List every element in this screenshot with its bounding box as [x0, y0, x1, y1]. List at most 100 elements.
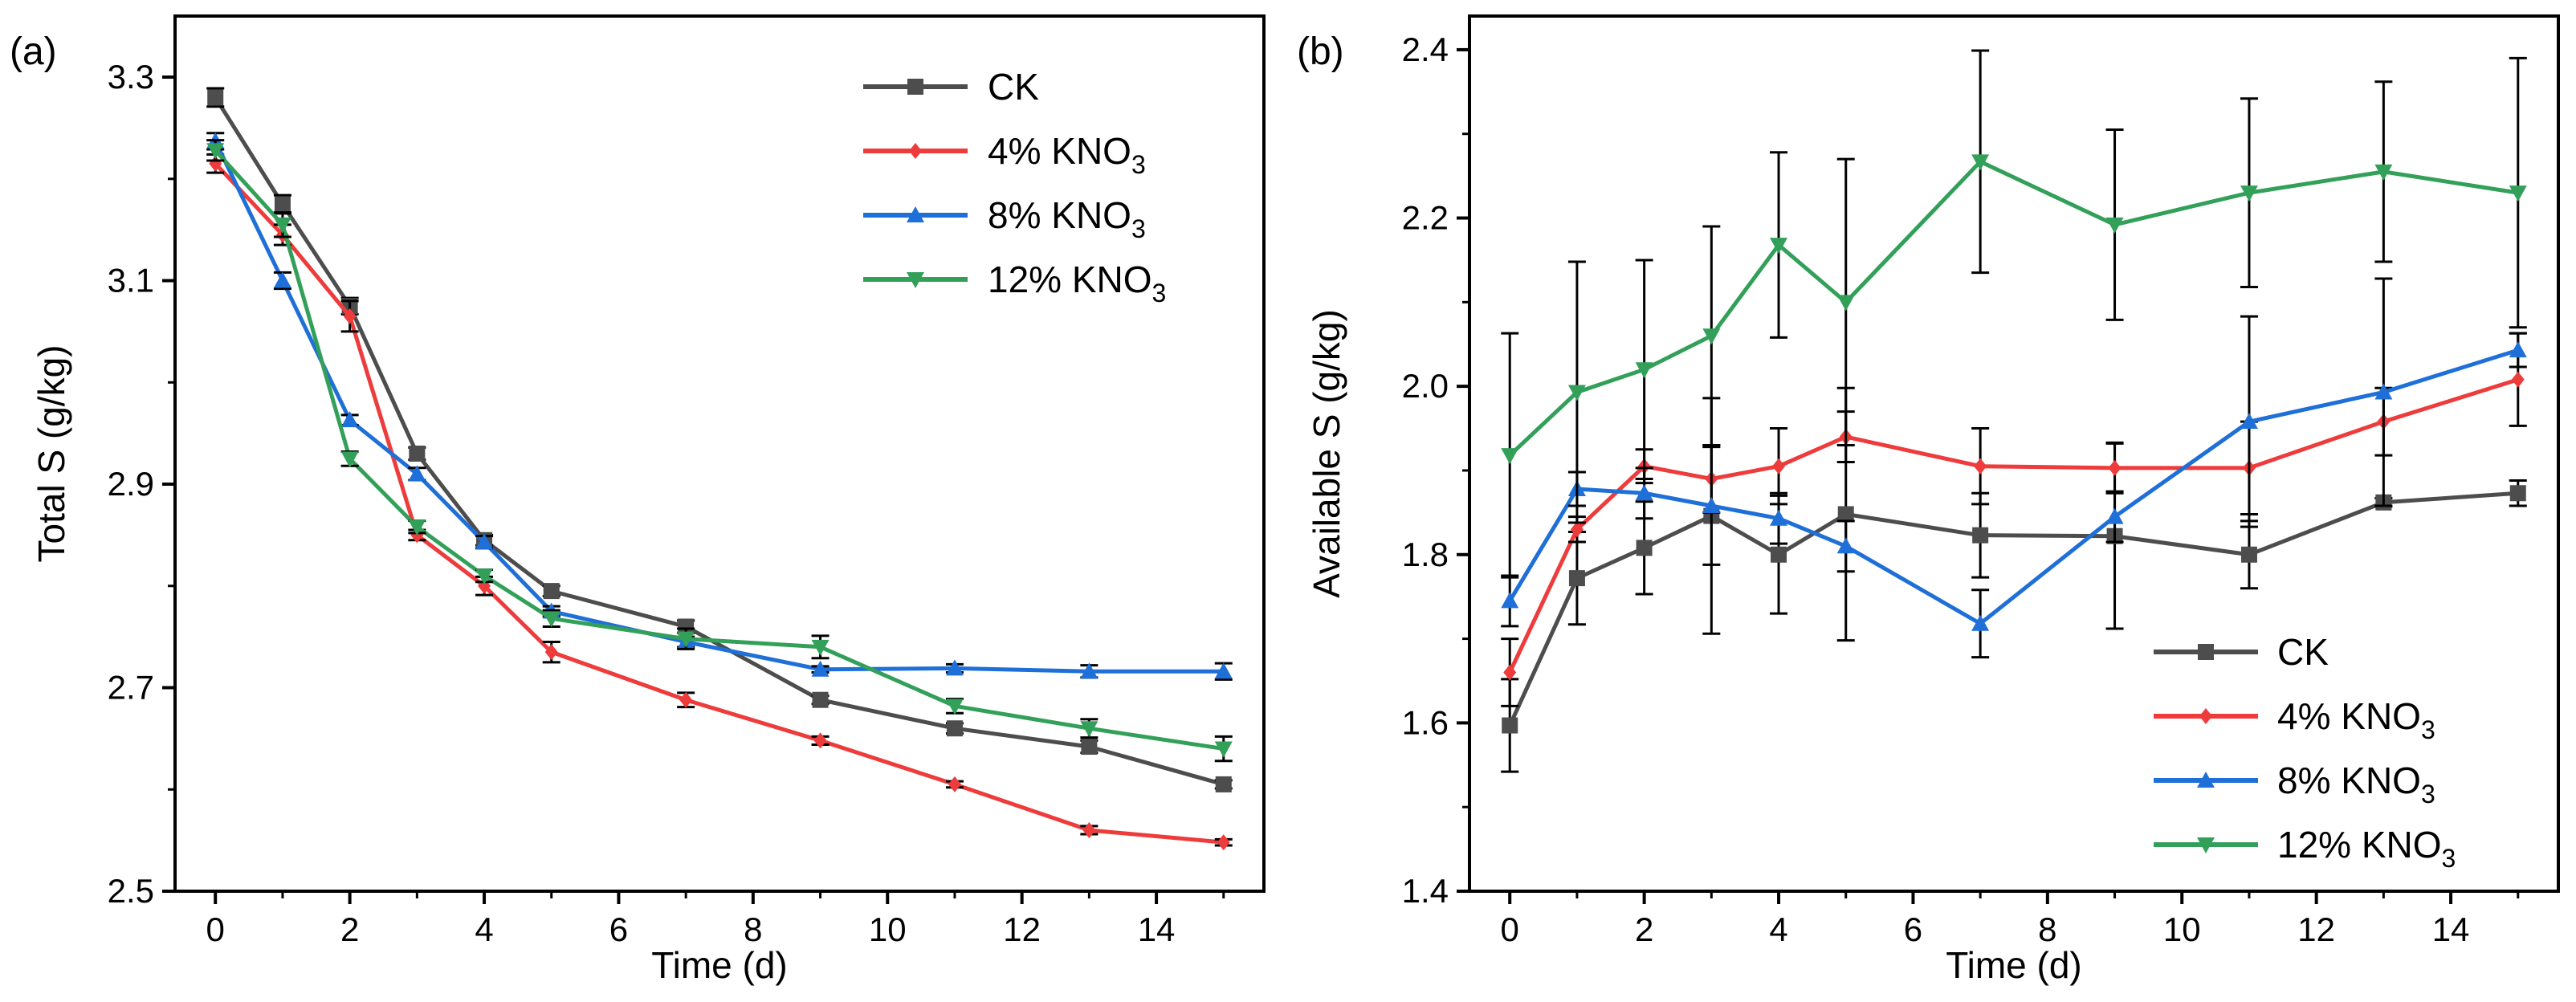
- panel-a-data-point: [543, 583, 560, 600]
- panel-a-data-point: [811, 639, 829, 656]
- panel-b-data-point: [1837, 506, 1854, 523]
- panel-b-legend-item: 4% KNO3: [2154, 695, 2435, 744]
- panel-a-legend-label: 12% KNO3: [988, 259, 1166, 308]
- panel-b-y-tick-label: 1.6: [1402, 703, 1449, 741]
- panel-a-legend-item: CK: [863, 66, 1039, 108]
- panel-b-x-tick-label: 8: [2038, 910, 2056, 948]
- panel-b-y-axis-title: Available S (g/kg): [1306, 309, 1347, 598]
- panel-b-x-tick-label: 0: [1501, 910, 1519, 948]
- panel-b-data-point: [1502, 717, 1518, 734]
- panel-b-plot-frame: [1468, 14, 2560, 893]
- panel-a-data-point: [408, 465, 426, 482]
- panel-a-data-point: [340, 411, 359, 428]
- panel-a-data-point: [946, 720, 963, 737]
- panel-b-y-tick-label: 2.4: [1402, 31, 1449, 68]
- panel-a-data-point: [1082, 821, 1096, 838]
- panel-a-data-point: [945, 659, 964, 676]
- panel-b-data-point: [1635, 362, 1653, 379]
- panel-a-data-point: [475, 533, 494, 550]
- panel-b-legend-label: 12% KNO3: [2277, 824, 2456, 873]
- panel-b-data-point: [1771, 546, 1787, 563]
- panel-a-legend-label: CK: [988, 66, 1039, 108]
- panel-a-legend-item: 4% KNO3: [863, 130, 1146, 179]
- panel-b-data-point: [1570, 521, 1584, 538]
- panel-a-data-point: [812, 691, 829, 708]
- panel-a-label: (a): [10, 31, 57, 73]
- panel-a-data-point: [1081, 739, 1098, 756]
- panel-b-legend-marker: [2197, 772, 2215, 788]
- panel-a-data-point: [1080, 662, 1098, 679]
- panel-b-data-point: [1567, 385, 1586, 401]
- panel-b-legend-item: 12% KNO3: [2154, 824, 2456, 873]
- panel-b-data-point: [2509, 485, 2526, 502]
- panel-a-data-point: [274, 196, 291, 213]
- panel-a-y-tick-label: 2.7: [108, 669, 154, 707]
- panel-a-data-point: [343, 308, 357, 324]
- panel-b-x-tick-label: 14: [2432, 910, 2470, 948]
- panel-a-y-axis-title: Total S (g/kg): [31, 345, 72, 563]
- panel-b-data-point: [1972, 527, 1989, 544]
- panel-b-series-8pct-kno3: [1501, 277, 2527, 659]
- panel-b-x-tick-label: 12: [2297, 910, 2335, 948]
- panel-b-data-point: [1702, 496, 1721, 513]
- panel-b-data-point: [2105, 217, 2124, 234]
- panel-b-data-point: [2509, 185, 2527, 202]
- panel-b-label: (b): [1297, 31, 1344, 73]
- panel-a-x-axis-title: Time (d): [651, 944, 788, 986]
- panel-b-data-point: [1568, 570, 1585, 587]
- panel-a-y-tick-label: 2.9: [108, 465, 154, 503]
- panel-b-data-point: [1501, 592, 1519, 609]
- panel-b-data-point: [1770, 509, 1788, 526]
- panel-a-x-tick-label: 0: [206, 910, 225, 948]
- panel-b-legend-marker: [2197, 837, 2215, 853]
- panel-b-series-line: [1507, 377, 2519, 674]
- panel-a: 0 2 4 6 8 10 12 14 2.5 2.7 2.9 3.1 3.3 Time (d) Total …: [10, 14, 1266, 986]
- panel-b-data-point: [1772, 458, 1786, 475]
- panel-b-legend-marker: [2198, 644, 2214, 660]
- panel-a-data-point: [206, 143, 225, 160]
- panel-a-data-point: [207, 89, 224, 106]
- panel-b-series-line: [1508, 348, 2519, 626]
- panel-a-data-point: [678, 618, 695, 635]
- panel-b-legend-label: CK: [2277, 631, 2329, 673]
- panel-b: 0 2 4 6 8 10 12 14 1.4 1.6 1.8 2.0 2.2 2.4 Time (d) Ava…: [1297, 14, 2560, 986]
- panel-a-data-point: [945, 699, 964, 715]
- panel-b-data-point: [2511, 371, 2525, 388]
- panel-a-legend-marker: [907, 206, 924, 222]
- panel-a-x-tick-label: 12: [1003, 910, 1041, 948]
- panel-a-data-point: [1215, 776, 1232, 792]
- panel-b-x-axis-title: Time (d): [1946, 944, 2082, 986]
- panel-a-data-point: [273, 217, 291, 234]
- panel-b-data-point: [2105, 507, 2124, 524]
- panel-b-data-point: [1702, 328, 1721, 345]
- panel-b-data-point: [1836, 295, 1855, 312]
- panel-b-data-point: [2240, 546, 2257, 563]
- panel-a-data-point: [679, 691, 693, 708]
- panel-b-data-point: [2108, 459, 2122, 476]
- panel-b-data-point: [1974, 458, 1987, 475]
- panel-a-x-tick-label: 10: [869, 910, 907, 948]
- panel-b-data-point: [2374, 164, 2393, 181]
- panel-a-legend-marker: [907, 272, 924, 288]
- panel-a-data-point: [409, 446, 426, 462]
- panel-a-data-point: [1214, 741, 1233, 758]
- panel-b-series-12pct-kno3: [1501, 49, 2527, 579]
- panel-a-x-tick-label: 4: [475, 910, 493, 948]
- panel-a-legend-item: 8% KNO3: [863, 194, 1146, 243]
- panel-b-data-point: [1636, 540, 1653, 556]
- panel-b-y-tick-label: 1.4: [1402, 872, 1449, 910]
- panel-a-x-tick-label: 6: [609, 910, 628, 948]
- panel-a-legend-label: 8% KNO3: [988, 194, 1146, 243]
- panel-b-series-line: [1508, 159, 2519, 457]
- panel-b-y-tick-label: 2.0: [1402, 367, 1449, 405]
- panel-b-y-tick-label: 2.2: [1402, 199, 1449, 237]
- panel-a-x-tick-label: 2: [340, 910, 359, 948]
- panel-a-plot-frame: [173, 14, 1266, 893]
- panel-b-data-point: [1971, 154, 1990, 171]
- panel-b-data-point: [1501, 448, 1519, 465]
- panel-a-y-tick-label: 3.3: [108, 58, 154, 96]
- panel-a-data-point: [408, 519, 426, 536]
- panel-a-x-tick-label: 14: [1138, 910, 1176, 948]
- panel-a-data-point: [1080, 721, 1098, 738]
